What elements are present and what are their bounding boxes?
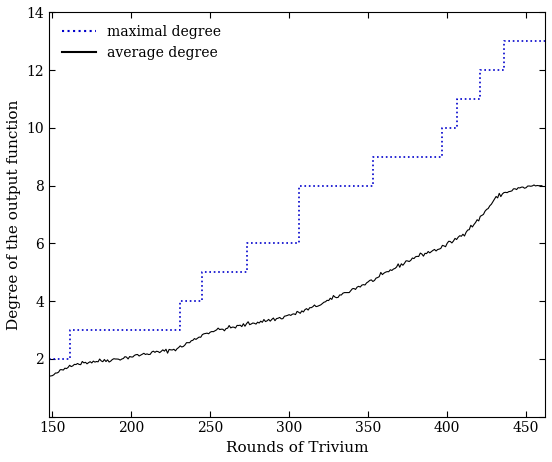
Y-axis label: Degree of the output function: Degree of the output function — [7, 99, 21, 330]
maximal degree — [66, 327, 73, 333]
maximal degree — [46, 356, 52, 362]
maximal degree — [295, 183, 302, 188]
maximal degree — [477, 67, 484, 73]
average degree — [74, 361, 81, 366]
maximal degree — [177, 298, 183, 304]
maximal degree — [452, 125, 458, 131]
Legend: maximal degree, average degree: maximal degree, average degree — [56, 19, 227, 66]
maximal degree — [439, 125, 445, 131]
maximal degree — [542, 38, 548, 44]
average degree — [313, 304, 320, 310]
Line: maximal degree: maximal degree — [49, 41, 545, 359]
average degree — [530, 182, 537, 188]
maximal degree — [294, 241, 300, 246]
average degree — [166, 346, 172, 352]
maximal degree — [370, 154, 376, 159]
maximal degree — [368, 183, 375, 188]
maximal degree — [501, 38, 507, 44]
maximal degree — [199, 269, 206, 275]
maximal degree — [243, 241, 250, 246]
maximal degree — [176, 327, 182, 333]
maximal degree — [453, 96, 460, 102]
maximal degree — [438, 154, 444, 159]
average degree — [235, 323, 242, 328]
maximal degree — [475, 96, 482, 102]
maximal degree — [242, 269, 248, 275]
X-axis label: Rounds of Trivium: Rounds of Trivium — [226, 441, 368, 455]
maximal degree — [198, 298, 204, 304]
average degree — [539, 183, 545, 188]
maximal degree — [65, 356, 71, 362]
average degree — [357, 284, 364, 290]
maximal degree — [499, 67, 506, 73]
average degree — [46, 373, 52, 379]
average degree — [167, 347, 174, 353]
Line: average degree: average degree — [49, 185, 542, 376]
